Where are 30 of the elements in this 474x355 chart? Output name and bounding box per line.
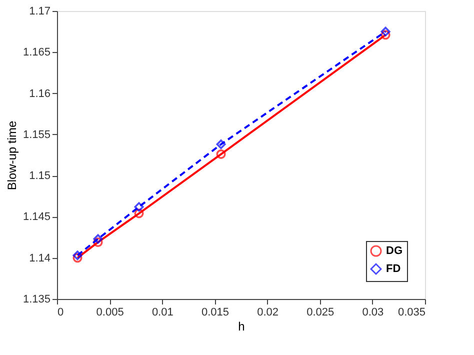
x-tick-label: 0.01 [152, 306, 174, 318]
y-tick-label: 1.155 [22, 128, 50, 141]
point [134, 208, 144, 218]
y-tick-label: 1.15 [29, 170, 50, 182]
y-tick-label: 1.145 [22, 211, 50, 224]
x-axis-title: h [238, 320, 245, 334]
legend-label: FD [386, 263, 401, 275]
x-tick-label: 0.015 [201, 306, 229, 318]
y-axis-title: Blow-up time [4, 120, 19, 190]
point [216, 149, 226, 159]
point [134, 202, 144, 212]
y-tick-label: 1.16 [29, 88, 50, 100]
point [216, 140, 226, 150]
point [72, 253, 82, 263]
point [380, 30, 390, 40]
point [93, 237, 103, 247]
x-tick-label: 0.005 [96, 306, 124, 318]
y-tick-label: 1.165 [22, 46, 50, 59]
point [93, 234, 103, 244]
y-tick-label: 1.14 [29, 252, 50, 264]
y-tick-label: 1.135 [22, 294, 50, 306]
legend-label: DG [386, 245, 402, 257]
x-tick-label: 0.035 [398, 306, 426, 318]
x-tick-label: 0.02 [257, 306, 278, 318]
point [72, 250, 82, 260]
x-tick-label: 0.025 [306, 306, 334, 318]
y-tick-label: 1.17 [29, 6, 50, 18]
x-tick-label: 0 [58, 306, 64, 318]
x-tick-label: 0.03 [362, 306, 384, 318]
point [380, 26, 390, 36]
